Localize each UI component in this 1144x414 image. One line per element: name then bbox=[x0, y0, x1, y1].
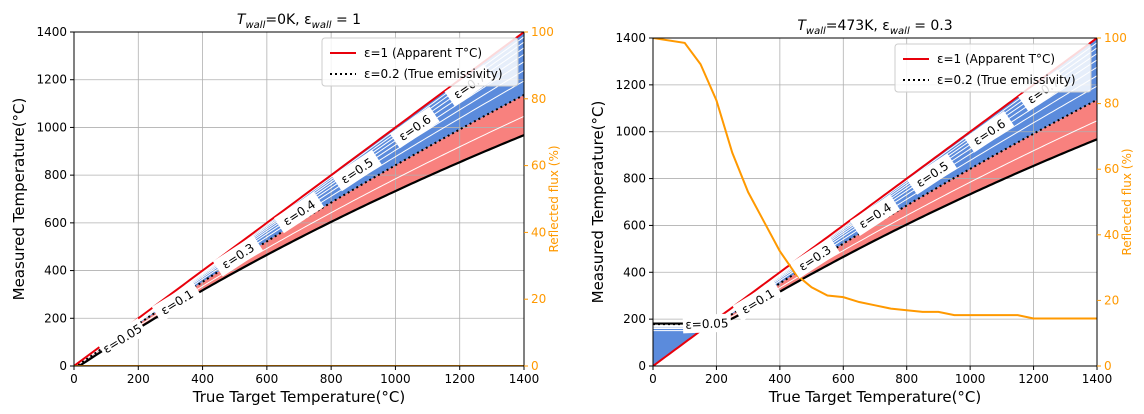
curve-label-bg bbox=[789, 237, 840, 279]
curve-label: ε=0.05 bbox=[97, 318, 148, 359]
y-tick-label: 400 bbox=[44, 264, 67, 278]
y-tick-label: 1200 bbox=[615, 78, 646, 92]
x-tick-label: 200 bbox=[705, 372, 728, 386]
curve-label: ε=0.05 bbox=[682, 313, 732, 334]
y-tick-label: 1400 bbox=[36, 25, 67, 39]
y2-tick-label: 100 bbox=[531, 25, 554, 39]
chart-title: Twall=0K, εwall = 1 bbox=[237, 12, 361, 31]
legend-label: ε=1 (Apparent T°C) bbox=[364, 46, 482, 60]
y-axis-label: Measured Temperature(°C) bbox=[589, 101, 607, 304]
plot-area: ε=0.05ε=0.1ε=0.3ε=0.4ε=0.5ε=0.6ε=0.7 bbox=[74, 32, 524, 366]
x-tick-label: 1200 bbox=[1018, 372, 1049, 386]
y2-tick-label: 0 bbox=[531, 359, 539, 373]
y2-tick-label: 20 bbox=[531, 292, 546, 306]
x-tick-label: 200 bbox=[127, 372, 150, 386]
reflected-flux-line bbox=[653, 38, 1097, 320]
title-part: wall bbox=[890, 26, 910, 37]
x-axis-label: True Target Temperature(°C) bbox=[768, 388, 982, 406]
legend-label: ε=0.2 (True emissivity) bbox=[364, 67, 503, 81]
title-part: wall bbox=[806, 26, 826, 37]
y-tick-label: 1400 bbox=[615, 31, 646, 45]
y2-tick-label: 40 bbox=[1104, 228, 1119, 242]
title-part: = 1 bbox=[332, 12, 362, 28]
y-tick-label: 200 bbox=[623, 312, 646, 326]
x-tick-label: 400 bbox=[191, 372, 214, 386]
y-axis-label: Measured Temperature(°C) bbox=[10, 98, 28, 301]
x-tick-label: 400 bbox=[768, 372, 791, 386]
curve-label-bg bbox=[907, 153, 958, 195]
chart-right: ε=0.05ε=0.1ε=0.3ε=0.4ε=0.5ε=0.6ε=0.70200… bbox=[589, 18, 1134, 406]
emissivity-curve bbox=[77, 115, 524, 366]
y-tick-label: 800 bbox=[44, 168, 67, 182]
plot-frame bbox=[73, 31, 525, 367]
curve-label-bg bbox=[212, 235, 263, 277]
y-tick-label: 0 bbox=[638, 359, 646, 373]
chart-title: Twall=473K, εwall = 0.3 bbox=[797, 18, 952, 37]
y2-tick-label: 20 bbox=[1104, 293, 1119, 307]
y-tick-label: 400 bbox=[623, 265, 646, 279]
legend-label: ε=0.2 (True emissivity) bbox=[937, 73, 1076, 87]
curve-label-bg bbox=[732, 280, 783, 322]
curve-eps-1 bbox=[653, 38, 1097, 366]
curve-eps-0.05 bbox=[77, 134, 524, 366]
curve-label-bg bbox=[97, 318, 148, 359]
y2-tick-label: 60 bbox=[1104, 162, 1119, 176]
x-tick-label: 1200 bbox=[444, 372, 475, 386]
y-tick-label: 800 bbox=[623, 172, 646, 186]
x-tick-label: 1000 bbox=[380, 372, 411, 386]
title-part: =0K, ε bbox=[265, 12, 311, 28]
legend: ε=1 (Apparent T°C) ε=0.2 (True emissivity… bbox=[321, 37, 519, 87]
y2-tick-label: 0 bbox=[1104, 359, 1112, 373]
y2-axis-label: Reflected flux (%) bbox=[547, 145, 561, 252]
y2-axis-label: Reflected flux (%) bbox=[1120, 148, 1134, 255]
y2-tick-label: 60 bbox=[531, 159, 546, 173]
title-part: T bbox=[797, 18, 807, 34]
y2-tick-label: 100 bbox=[1104, 31, 1127, 45]
title-part: = 0.3 bbox=[910, 18, 953, 34]
x-tick-label: 1400 bbox=[509, 372, 540, 386]
curve-label-bg bbox=[964, 110, 1015, 153]
legend: ε=1 (Apparent T°C) ε=0.2 (True emissivity… bbox=[894, 43, 1092, 93]
curve-eps-1 bbox=[74, 32, 524, 366]
y-tick-label: 1000 bbox=[615, 125, 646, 139]
title-part: wall bbox=[312, 20, 332, 31]
y-tick-label: 0 bbox=[59, 359, 67, 373]
x-tick-label: 600 bbox=[255, 372, 278, 386]
x-tick-label: 0 bbox=[70, 372, 78, 386]
curve-label-bg bbox=[389, 106, 440, 149]
title-part: T bbox=[237, 12, 247, 28]
curve-label-bg bbox=[682, 313, 732, 334]
y-tick-label: 1200 bbox=[36, 73, 67, 87]
x-axis-label: True Target Temperature(°C) bbox=[192, 388, 406, 406]
curve-label-bg bbox=[331, 149, 382, 192]
y-tick-label: 200 bbox=[44, 311, 67, 325]
y2-tick-label: 80 bbox=[1104, 97, 1119, 111]
x-tick-label: 1400 bbox=[1082, 372, 1113, 386]
legend-box bbox=[321, 37, 519, 87]
y2-tick-label: 80 bbox=[531, 92, 546, 106]
curve-label-bg bbox=[273, 191, 325, 234]
legend-label: ε=1 (Apparent T°C) bbox=[937, 52, 1055, 66]
plot-frame bbox=[652, 37, 1098, 367]
legend-box bbox=[894, 43, 1092, 93]
y-tick-label: 1000 bbox=[36, 120, 67, 134]
curve-label-bg bbox=[151, 281, 203, 323]
chart-left: ε=0.05ε=0.1ε=0.3ε=0.4ε=0.5ε=0.6ε=0.70200… bbox=[10, 12, 561, 406]
x-tick-label: 600 bbox=[832, 372, 855, 386]
curve-label-bg bbox=[849, 194, 901, 236]
x-tick-label: 1000 bbox=[955, 372, 986, 386]
x-tick-label: 800 bbox=[320, 372, 343, 386]
title-part: wall bbox=[245, 20, 265, 31]
title-part: =473K, ε bbox=[826, 18, 890, 34]
y-tick-label: 600 bbox=[623, 218, 646, 232]
y-tick-label: 600 bbox=[44, 216, 67, 230]
curve-label-text: ε=0.05 bbox=[685, 316, 729, 332]
x-tick-label: 800 bbox=[895, 372, 918, 386]
y2-tick-label: 40 bbox=[531, 225, 546, 239]
curve-eps-0.2 bbox=[75, 94, 524, 366]
x-tick-label: 0 bbox=[649, 372, 657, 386]
